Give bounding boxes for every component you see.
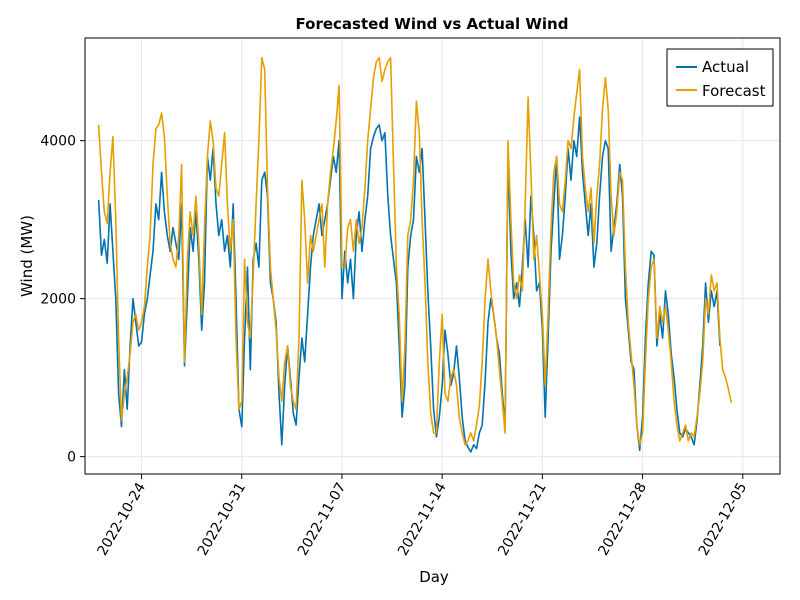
y-tick-label: 4000 bbox=[40, 134, 76, 150]
legend-label-forecast: Forecast bbox=[702, 82, 766, 100]
plot-frame bbox=[84, 37, 781, 475]
legend-label-actual: Actual bbox=[702, 58, 749, 76]
legend: Actual Forecast bbox=[666, 48, 774, 107]
y-axis-label: Wind (MW) bbox=[18, 215, 36, 297]
x-axis-label: Day bbox=[419, 568, 449, 586]
y-tick-label: 0 bbox=[67, 450, 76, 466]
legend-box bbox=[666, 48, 774, 107]
chart-title: Forecasted Wind vs Actual Wind bbox=[296, 15, 569, 33]
y-tick-label: 2000 bbox=[40, 292, 76, 308]
series-line-forecast bbox=[97, 56, 733, 446]
series-lines bbox=[97, 56, 733, 453]
